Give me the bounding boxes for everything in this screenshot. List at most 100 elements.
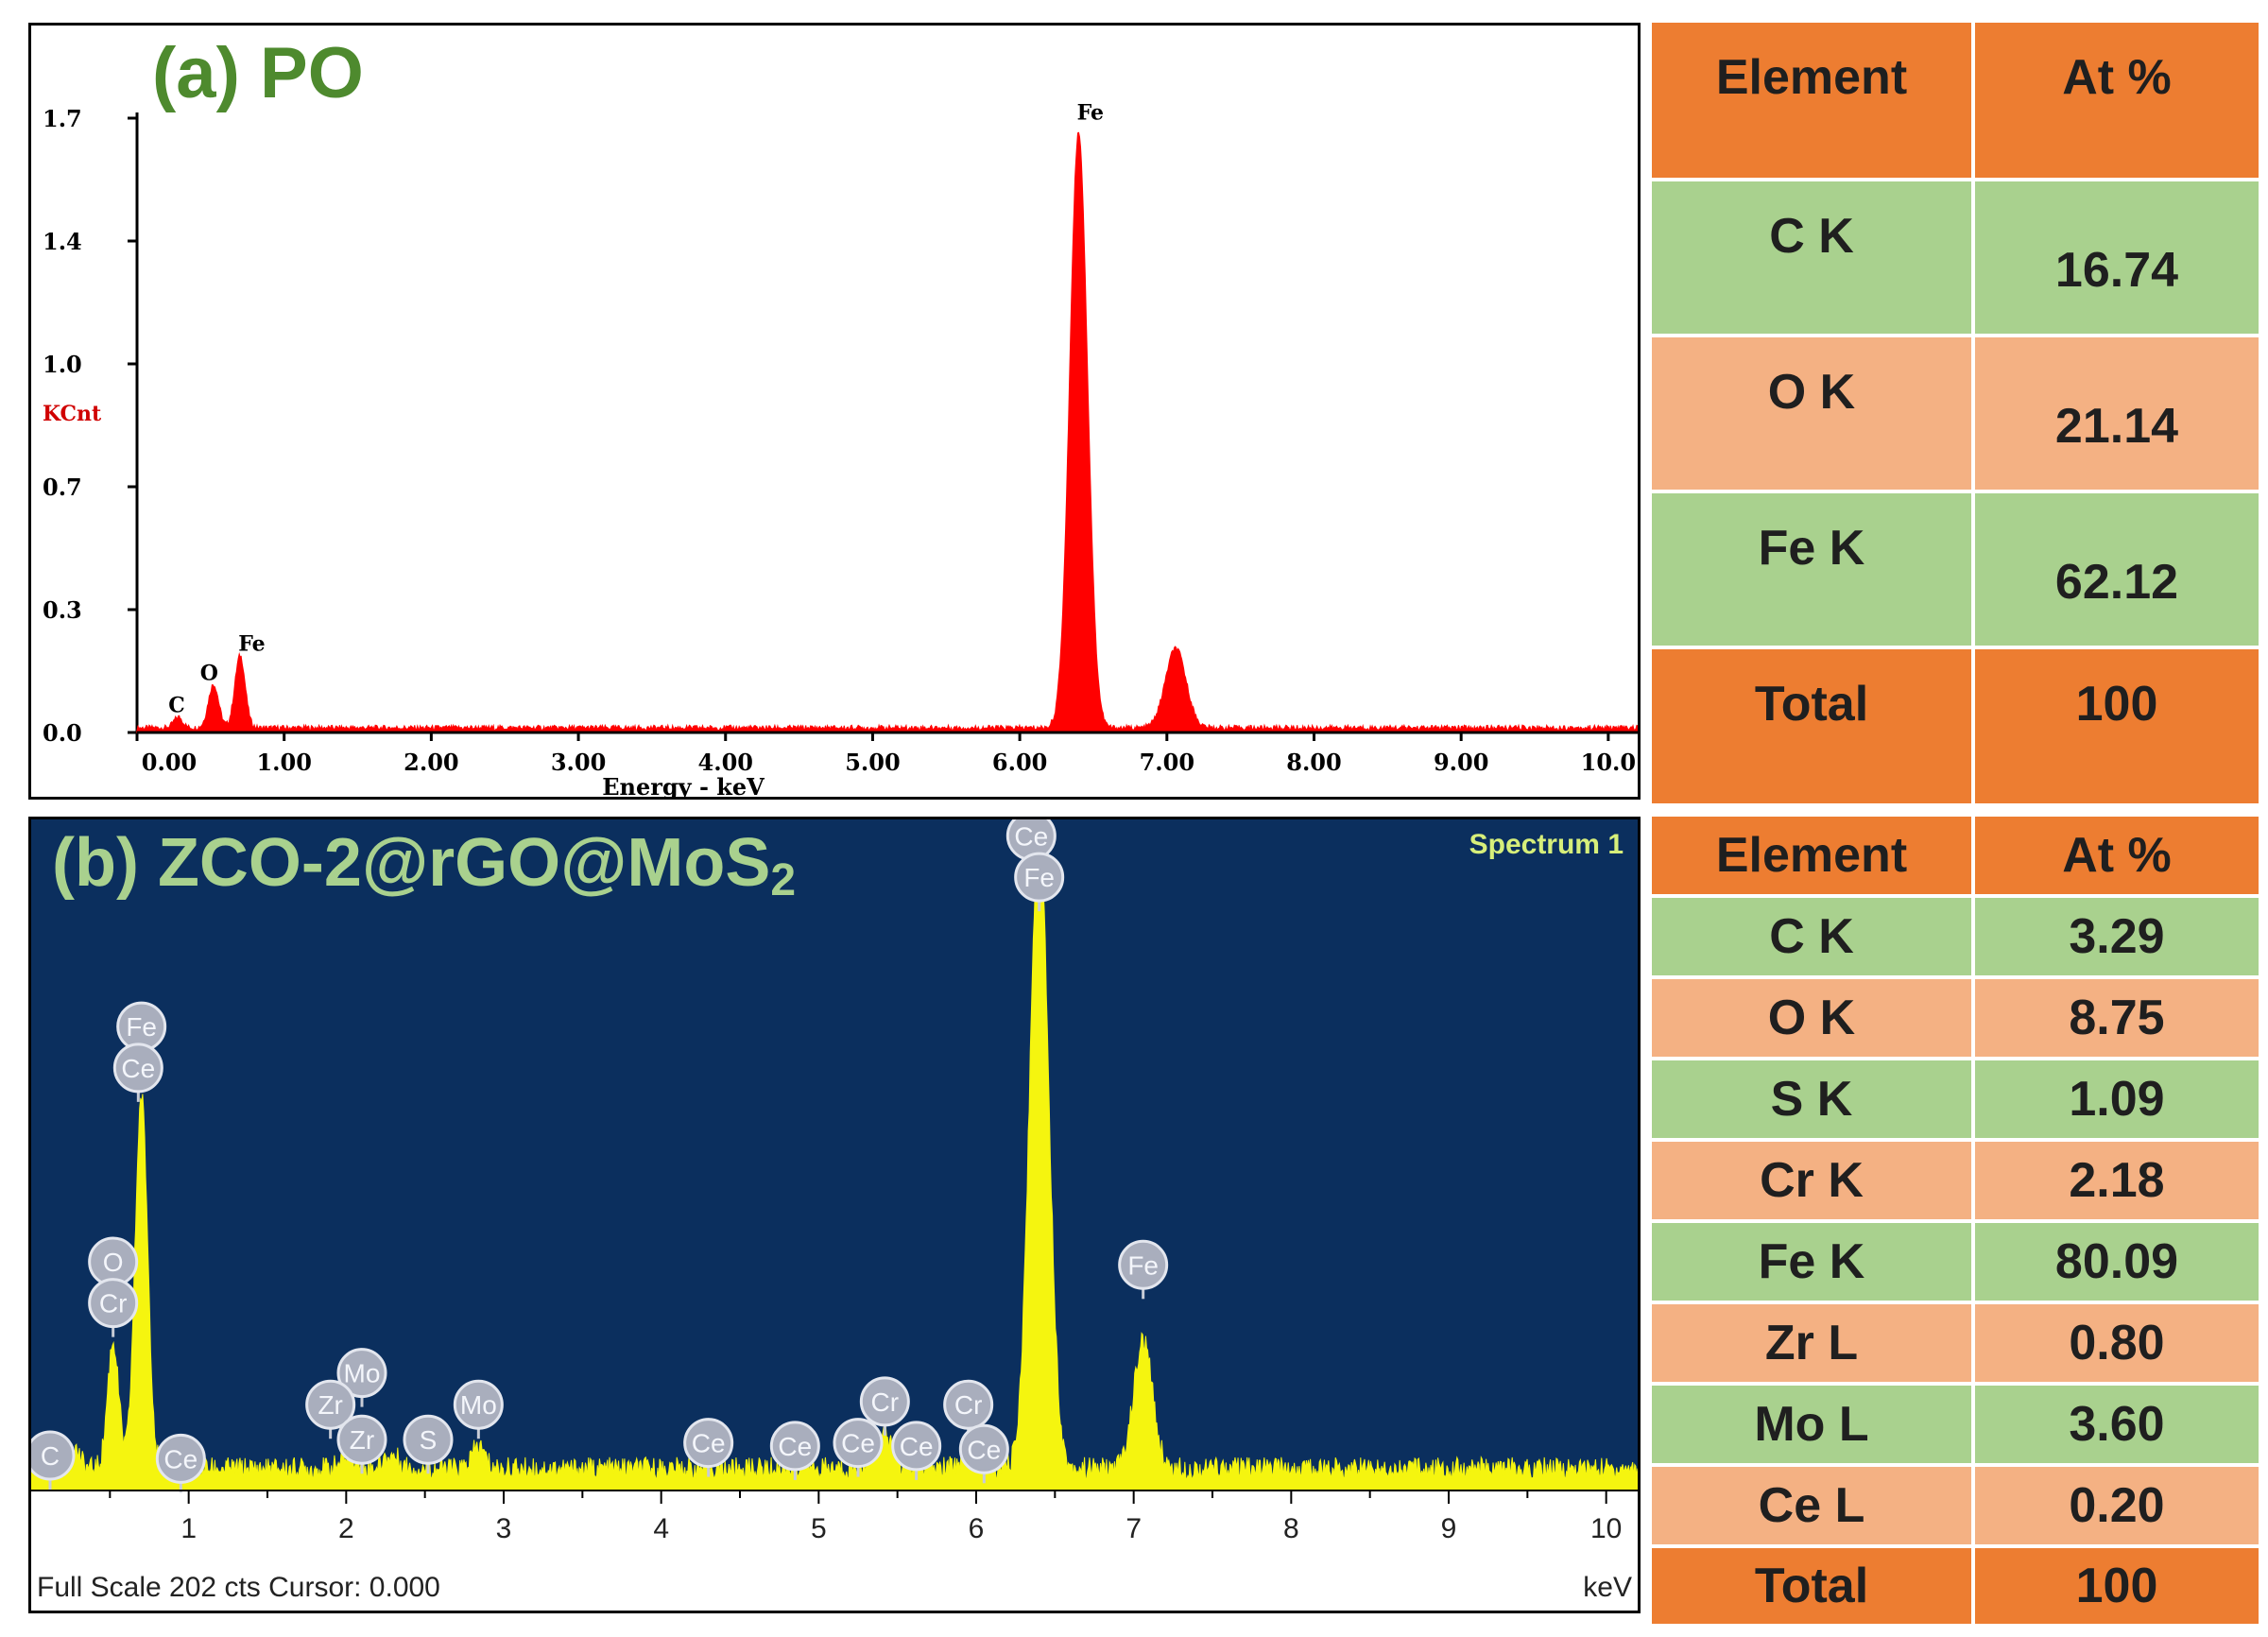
x-tick-label: 0.00 (142, 749, 197, 776)
header-at-percent: At % (1971, 813, 2262, 898)
x-tick-label: 10 (1590, 1513, 1622, 1544)
x-tick-label: 7 (1125, 1513, 1142, 1544)
marker-circle (112, 1043, 163, 1094)
at-percent-cell: 3.60 (1971, 1382, 2262, 1467)
marker-label: Zr (318, 1390, 342, 1420)
x-tick-label: 8 (1283, 1513, 1299, 1544)
x-tick-label: 7.00 (1140, 749, 1194, 776)
peak-label: C (168, 694, 185, 718)
marker-label: Mo (460, 1390, 497, 1420)
x-tick-label: 3 (496, 1513, 512, 1544)
element-cell: Mo L (1648, 1382, 1975, 1467)
marker-label: Fe (1127, 1250, 1159, 1280)
marker-circle (859, 1376, 910, 1427)
total-value: 100 (1971, 646, 2262, 807)
element-marker: Ce (958, 1423, 1009, 1484)
element-marker: Ce (833, 1418, 884, 1477)
chart-title-main: (b) ZCO-2@rGO@MoS (52, 825, 770, 901)
spectrum-panel-b: (b) ZCO-2@rGO@MoS2 Spectrum 1 Fe Ce O Cr C Ce Mo… (28, 817, 1641, 1613)
marker-circle (88, 1278, 139, 1329)
at-percent-cell: 1.09 (1971, 1057, 2262, 1142)
footer-status: Full Scale 202 cts Cursor: 0.000 (37, 1572, 440, 1603)
at-percent-cell: 16.74 (1971, 178, 2262, 337)
marker-label: Ce (778, 1432, 812, 1461)
y-tick-label: 0.3 (43, 596, 82, 624)
at-percent-cell: 62.12 (1971, 490, 2262, 649)
composition-table-b: Element At % C K 3.29 O K 8.75 S K 1.09 … (1648, 813, 2262, 1628)
at-percent-cell: 8.75 (1971, 975, 2262, 1060)
element-cell: Fe K (1648, 1219, 1975, 1304)
element-marker: Ce (683, 1418, 734, 1477)
table-header-row: Element At % (1648, 19, 2262, 181)
header-at-percent: At % (1971, 19, 2262, 181)
element-marker: Zr (336, 1414, 387, 1474)
element-cell: C K (1648, 894, 1975, 979)
x-tick-label: 8.00 (1286, 749, 1341, 776)
element-marker: Cr (943, 1379, 994, 1439)
y-tick-label: 1.4 (43, 228, 82, 255)
at-percent-cell: 2.18 (1971, 1138, 2262, 1223)
at-percent-cell: 3.29 (1971, 894, 2262, 979)
table-header-row: Element At % (1648, 813, 2262, 898)
peak-label: O (200, 661, 218, 685)
spectrum-panel-a: (a) PO 0.0 0.3 0.7 1.0 1.4 1.7 KCnt 0.00 1.00 2.00… (28, 23, 1641, 800)
x-tick-label: 4 (653, 1513, 669, 1544)
marker-circle (833, 1418, 884, 1469)
x-tick-label: 10.0 (1581, 749, 1636, 776)
spectrum-series (136, 131, 1638, 733)
spectrum-series (31, 822, 1638, 1491)
marker-label: S (420, 1425, 438, 1455)
element-marker: Ce (891, 1421, 942, 1480)
axis-area (31, 1491, 1638, 1611)
x-tick-label: 9.00 (1434, 749, 1488, 776)
element-cell: Fe K (1648, 490, 1975, 649)
table-total-row: Total 100 (1648, 646, 2262, 807)
x-tick-label: 1 (180, 1513, 197, 1544)
x-tick-label: 4.00 (698, 749, 753, 776)
at-percent-cell: 0.80 (1971, 1301, 2262, 1386)
marker-circle (155, 1433, 206, 1484)
x-tick-label: 1.00 (256, 749, 311, 776)
element-marker: Ce (112, 1043, 163, 1102)
table-row: Fe K 62.12 (1648, 490, 2262, 649)
x-axis-label: Energy - keV (602, 773, 765, 797)
y-tick-label: 0.0 (43, 719, 82, 747)
marker-label: Ce (163, 1444, 198, 1473)
table-row: Ce L 0.20 (1648, 1463, 2262, 1548)
element-marker: Fe (1014, 852, 1065, 912)
marker-circle (453, 1379, 504, 1430)
marker-circle (683, 1418, 734, 1469)
marker-circle (891, 1421, 942, 1472)
x-axis-label: keV (1583, 1572, 1632, 1603)
element-cell: Ce L (1648, 1463, 1975, 1548)
table-row: C K 16.74 (1648, 178, 2262, 337)
x-tick-label: 2.00 (404, 749, 458, 776)
spectrum-chart-a: (a) PO 0.0 0.3 0.7 1.0 1.4 1.7 KCnt 0.00 1.00 2.00… (43, 33, 1638, 797)
y-tick-label: 1.7 (43, 105, 82, 132)
marker-circle (1014, 852, 1065, 903)
peak-label: Fe (1077, 101, 1104, 126)
total-value: 100 (1971, 1544, 2262, 1628)
marker-circle (305, 1379, 356, 1430)
x-tick-label: 5.00 (845, 749, 900, 776)
table-row: S K 1.09 (1648, 1057, 2262, 1142)
x-tick-label: 2 (338, 1513, 354, 1544)
marker-label: C (41, 1441, 60, 1471)
marker-circle (769, 1421, 820, 1472)
marker-label: Cr (871, 1387, 900, 1417)
at-percent-cell: 21.14 (1971, 334, 2262, 493)
marker-label: Ce (900, 1432, 934, 1461)
element-marker: S (403, 1414, 454, 1474)
y-tick-label: 0.7 (43, 474, 82, 501)
marker-circle (336, 1348, 387, 1399)
element-cell: C K (1648, 178, 1975, 337)
element-marker: Ce (1005, 819, 1057, 870)
x-tick-label: 6 (969, 1513, 985, 1544)
element-marker: Mo (453, 1379, 504, 1439)
y-tick-label: 1.0 (43, 351, 82, 378)
element-marker: Mo (336, 1348, 387, 1407)
total-label: Total (1648, 646, 1975, 807)
at-percent-cell: 80.09 (1971, 1219, 2262, 1304)
table-row: Cr K 2.18 (1648, 1138, 2262, 1223)
marker-circle (336, 1414, 387, 1465)
